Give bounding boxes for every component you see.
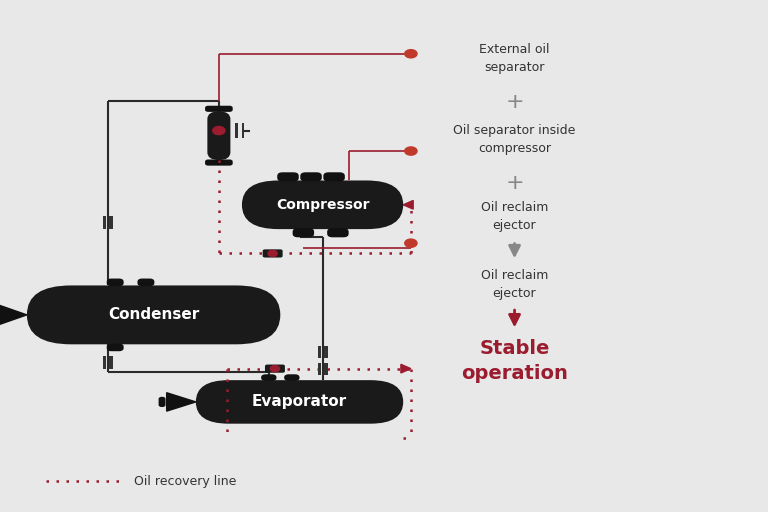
Text: Compressor: Compressor	[276, 198, 369, 212]
Text: +: +	[505, 92, 524, 113]
Text: Oil separator inside
compressor: Oil separator inside compressor	[453, 124, 576, 155]
Bar	[324, 364, 327, 375]
Bar	[110, 216, 113, 229]
Text: Oil reclaim
ejector: Oil reclaim ejector	[481, 201, 548, 231]
FancyBboxPatch shape	[196, 380, 403, 424]
FancyBboxPatch shape	[293, 228, 314, 238]
FancyBboxPatch shape	[27, 286, 280, 344]
FancyBboxPatch shape	[107, 279, 124, 286]
Circle shape	[405, 147, 417, 155]
Circle shape	[270, 366, 280, 372]
Bar	[110, 356, 113, 369]
Text: +: +	[505, 173, 524, 193]
Text: External oil
separator: External oil separator	[479, 44, 550, 74]
Bar	[318, 364, 321, 375]
FancyBboxPatch shape	[205, 160, 233, 166]
FancyBboxPatch shape	[300, 172, 322, 182]
FancyBboxPatch shape	[263, 249, 283, 258]
FancyBboxPatch shape	[137, 279, 154, 286]
Circle shape	[405, 239, 417, 247]
Text: Oil reclaim
ejector: Oil reclaim ejector	[481, 269, 548, 300]
FancyBboxPatch shape	[265, 365, 285, 373]
FancyBboxPatch shape	[277, 172, 299, 182]
FancyBboxPatch shape	[323, 172, 345, 182]
FancyBboxPatch shape	[159, 397, 166, 407]
Polygon shape	[0, 304, 27, 326]
Bar	[241, 123, 244, 138]
FancyBboxPatch shape	[205, 106, 233, 112]
Text: Oil recovery line: Oil recovery line	[134, 475, 237, 488]
Circle shape	[268, 250, 277, 257]
Circle shape	[405, 50, 417, 58]
Circle shape	[213, 126, 225, 135]
Bar	[324, 346, 327, 357]
FancyBboxPatch shape	[261, 374, 276, 381]
Text: Condenser: Condenser	[108, 307, 199, 323]
Bar	[318, 346, 321, 357]
Bar	[235, 123, 238, 138]
Polygon shape	[167, 393, 196, 411]
FancyBboxPatch shape	[327, 228, 349, 238]
Text: Evaporator: Evaporator	[252, 394, 347, 410]
FancyBboxPatch shape	[107, 344, 124, 351]
FancyBboxPatch shape	[242, 181, 403, 229]
FancyBboxPatch shape	[207, 112, 230, 160]
Bar	[103, 216, 106, 229]
Bar	[103, 356, 106, 369]
Polygon shape	[403, 201, 413, 209]
Polygon shape	[401, 365, 411, 373]
FancyBboxPatch shape	[284, 374, 300, 381]
Text: Stable
operation: Stable operation	[461, 339, 568, 383]
